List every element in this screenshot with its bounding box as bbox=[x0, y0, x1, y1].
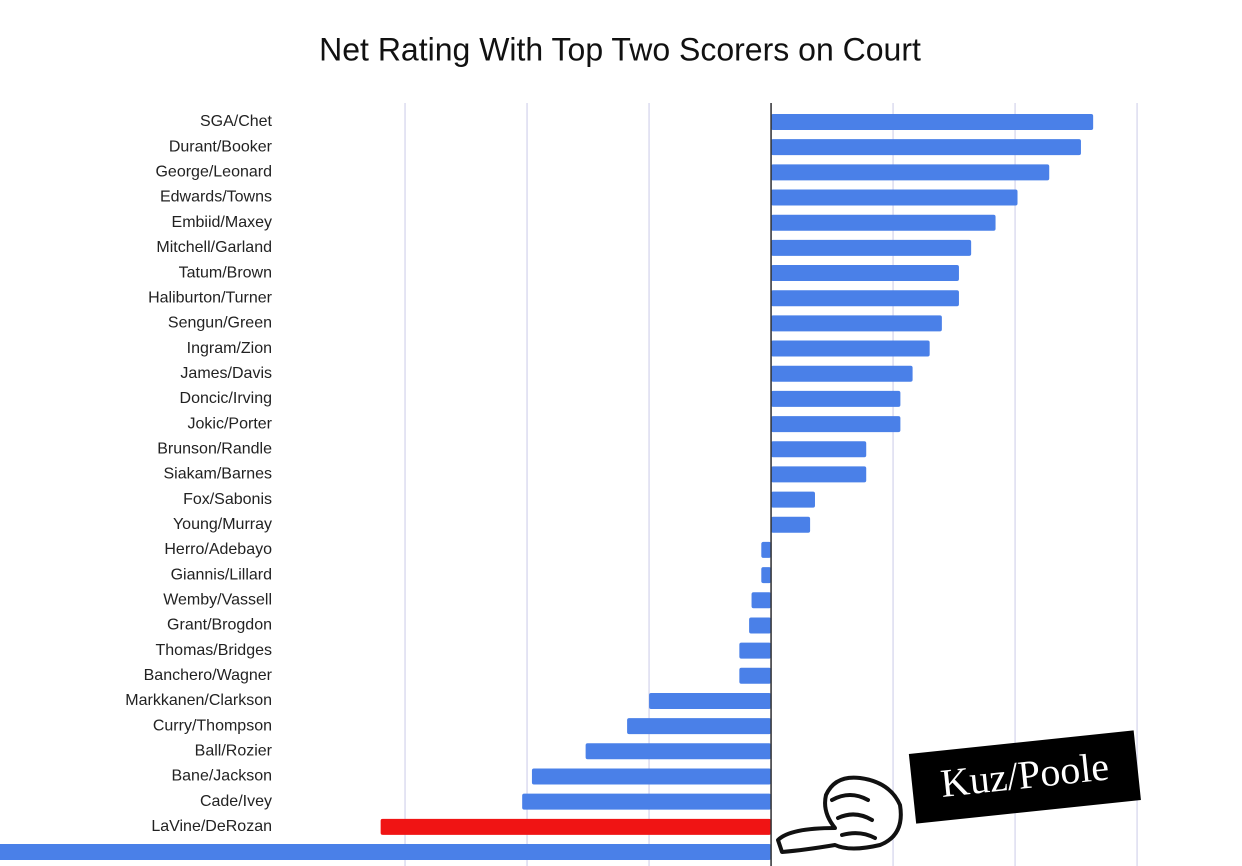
bar bbox=[771, 491, 815, 508]
bar bbox=[522, 793, 772, 810]
bar bbox=[751, 592, 772, 609]
y-tick-label: Edwards/Towns bbox=[160, 189, 272, 206]
bar bbox=[771, 139, 1081, 156]
bar bbox=[771, 164, 1050, 181]
bar bbox=[771, 290, 959, 307]
y-tick-label: Banchero/Wagner bbox=[144, 667, 273, 684]
annotation: Kuz/Poole bbox=[908, 730, 1141, 824]
y-tick-label: Cade/Ivey bbox=[200, 793, 272, 810]
y-tick-label: Curry/Thompson bbox=[153, 717, 272, 734]
bar bbox=[771, 114, 1094, 130]
bar bbox=[771, 214, 996, 231]
bar bbox=[771, 416, 901, 433]
y-tick-label: Tatum/Brown bbox=[179, 264, 272, 281]
bars bbox=[0, 114, 1094, 860]
bar bbox=[771, 315, 942, 332]
y-tick-label: Markkanen/Clarkson bbox=[125, 692, 272, 709]
annotation-box bbox=[908, 730, 1141, 824]
y-tick-label: Embiid/Maxey bbox=[172, 214, 272, 231]
y-tick-label: Brunson/Randle bbox=[157, 440, 272, 457]
bar bbox=[771, 466, 867, 483]
y-tick-label: Wemby/Vassell bbox=[163, 591, 272, 608]
bar bbox=[771, 441, 867, 458]
y-tick-label: Grant/Brogdon bbox=[167, 617, 272, 634]
bar bbox=[771, 189, 1018, 206]
y-tick-label: Jokic/Porter bbox=[188, 415, 273, 432]
y-tick-label: Doncic/Irving bbox=[180, 390, 272, 407]
bar bbox=[627, 718, 772, 735]
bar bbox=[771, 239, 972, 256]
bar bbox=[585, 743, 772, 760]
bar bbox=[739, 642, 772, 659]
y-tick-label: Ingram/Zion bbox=[187, 340, 272, 357]
y-tick-label: Sengun/Green bbox=[168, 315, 272, 332]
bar bbox=[531, 768, 772, 785]
y-tick-label: Thomas/Bridges bbox=[156, 642, 273, 659]
bar bbox=[761, 541, 772, 558]
pointing-hand bbox=[776, 775, 903, 854]
y-tick-label: LaVine/DeRozan bbox=[151, 818, 272, 835]
bar bbox=[771, 265, 959, 282]
bar bbox=[380, 818, 772, 835]
y-tick-label: Bane/Jackson bbox=[171, 768, 272, 785]
bar bbox=[749, 617, 772, 634]
y-tick-label: Herro/Adebayo bbox=[164, 541, 272, 558]
y-tick-label: SGA/Chet bbox=[200, 113, 273, 130]
bar bbox=[771, 340, 930, 357]
chart-title: Net Rating With Top Two Scorers on Court bbox=[319, 31, 921, 67]
y-tick-label: Giannis/Lillard bbox=[171, 566, 272, 583]
bar bbox=[739, 667, 772, 684]
y-tick-label: Haliburton/Turner bbox=[148, 289, 273, 306]
y-tick-label: Young/Murray bbox=[173, 516, 272, 533]
y-tick-label: Ball/Rozier bbox=[195, 743, 273, 760]
y-tick-label: Siakam/Barnes bbox=[164, 466, 273, 483]
y-tick-label: James/Davis bbox=[180, 365, 272, 382]
bar bbox=[649, 692, 772, 709]
bar bbox=[771, 365, 913, 382]
y-tick-label: Durant/Booker bbox=[169, 138, 273, 155]
y-tick-label: Mitchell/Garland bbox=[156, 239, 272, 256]
bar bbox=[0, 844, 772, 860]
bar bbox=[771, 390, 901, 407]
bar bbox=[771, 516, 811, 533]
bar bbox=[761, 567, 772, 584]
y-tick-label: Fox/Sabonis bbox=[183, 491, 272, 508]
y-tick-label: George/Leonard bbox=[155, 164, 272, 181]
labels: SGA/Chet Durant/Booker George/Leonard Edwar… bbox=[125, 113, 272, 835]
